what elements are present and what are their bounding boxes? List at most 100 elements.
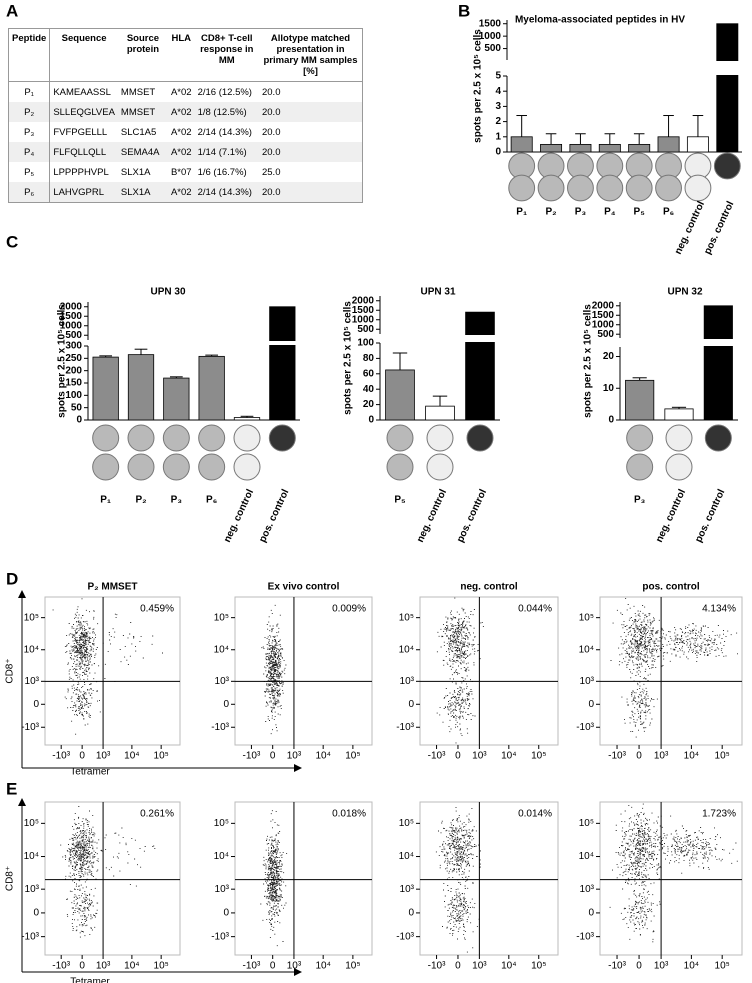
bar xyxy=(385,369,415,421)
y-tick-label: 300 xyxy=(65,341,82,352)
table-cell: 2/14 (14.3%) xyxy=(197,126,252,138)
y-tick-label: 1000 xyxy=(592,319,615,330)
table-cell: A*02 xyxy=(170,126,192,138)
elispot-well xyxy=(386,453,414,481)
elispot-well xyxy=(596,174,624,202)
table-cell: SEMA4A xyxy=(117,142,168,162)
error-bar xyxy=(633,133,645,145)
y-tick-label: 1000 xyxy=(352,314,375,325)
y-tick-label: 1500 xyxy=(479,18,502,29)
y-tick-label: 1500 xyxy=(60,311,83,322)
gate-percentage: 0.044% xyxy=(518,604,552,615)
y-tick-label: 10⁴ xyxy=(579,644,594,655)
y-tick-label: 10⁵ xyxy=(214,818,229,829)
elispot-well xyxy=(626,424,654,452)
y-tick-label: 10⁴ xyxy=(399,851,414,862)
y-tick-label: 1500 xyxy=(352,305,375,316)
x-tick-label: 10⁵ xyxy=(531,961,546,972)
x-tick-label: neg. control xyxy=(415,488,449,545)
plot-frame xyxy=(44,801,181,956)
elispot-well xyxy=(386,424,414,452)
y-tick-label: 10⁵ xyxy=(579,818,594,829)
gate-percentage: 0.261% xyxy=(140,809,174,820)
table-cell: SLLEQGLVEA xyxy=(49,102,118,122)
x-tick-label: neg. control xyxy=(673,200,707,257)
y-tick-label: 20 xyxy=(363,399,375,410)
error-bar xyxy=(240,415,254,418)
plot-frame xyxy=(419,596,559,746)
elispot-well xyxy=(268,424,296,452)
y-tick-label: 0 xyxy=(588,908,594,919)
x-tick-label: 10⁵ xyxy=(154,961,169,972)
table-cell: A*02 xyxy=(167,102,195,122)
table-cell: KAMEAASSL xyxy=(53,86,111,98)
table-cell: P₆ xyxy=(8,182,51,203)
panel-label: E xyxy=(6,779,17,798)
elispot-well xyxy=(625,174,653,202)
chart-title: UPN 30 xyxy=(150,287,185,298)
panel-label: A xyxy=(6,1,18,20)
y-tick-label: 2000 xyxy=(592,300,615,311)
y-tick-label: 40 xyxy=(363,384,375,395)
elispot-well xyxy=(92,453,120,481)
density-dots xyxy=(260,810,288,947)
column-header: HLA xyxy=(167,28,195,82)
bar xyxy=(163,377,190,421)
elispot-well xyxy=(127,424,155,452)
density-dots xyxy=(261,604,287,735)
table-cell: 20.0 xyxy=(258,182,363,203)
y-tick-label: 10⁴ xyxy=(399,644,414,655)
x-tick-label: 10⁴ xyxy=(124,751,139,762)
bar xyxy=(198,355,225,421)
density-dots xyxy=(435,806,481,953)
y-tick-label: 2000 xyxy=(60,301,83,312)
gate-percentage: 4.134% xyxy=(702,604,736,615)
y-tick-label: 500 xyxy=(484,43,501,54)
x-tick-label: -10³ xyxy=(52,961,70,972)
error-bar xyxy=(169,376,183,379)
table-cell: B*07 xyxy=(170,166,192,178)
axis-break xyxy=(621,339,739,346)
x-tick-label: P₂ xyxy=(135,495,146,506)
bar xyxy=(686,136,709,153)
y-tick-label: 2000 xyxy=(352,295,375,306)
elispot-well xyxy=(426,424,454,452)
y-tick-label: -10³ xyxy=(396,722,414,733)
y-tick-label: -10³ xyxy=(21,931,39,942)
table-cell: SLC1A5 xyxy=(120,126,157,138)
y-tick-label: 0 xyxy=(495,147,501,158)
elispot-well xyxy=(508,174,536,202)
table-header: Peptide Sequence Source protein HLA CD8+ T-c… xyxy=(8,28,363,82)
y-tick-label: 0 xyxy=(223,908,229,919)
y-tick-label: 10³ xyxy=(25,884,40,895)
x-tick-label: 0 xyxy=(79,961,85,972)
table-row: P₆ LAHVGPRL SLX1A A*02 2/14 (14.3%) 20.0 xyxy=(8,182,363,203)
bar xyxy=(716,23,739,153)
table-cell: 2/16 (12.5%) xyxy=(197,86,252,98)
panel-label: D xyxy=(6,569,18,588)
elispot-well xyxy=(684,174,712,202)
y-tick-label: 250 xyxy=(65,353,82,364)
table-cell: LPPPPHVPL xyxy=(53,166,109,178)
bar xyxy=(703,305,733,421)
table-cell: SLX1A xyxy=(117,182,168,203)
x-tick-label: 0 xyxy=(270,961,276,972)
x-tick-label: P₅ xyxy=(634,207,646,218)
y-tick-label: 2 xyxy=(495,116,501,127)
x-tick-label: P₅ xyxy=(394,495,406,506)
x-tick-label: P₁ xyxy=(516,207,527,218)
y-tick-label: 60 xyxy=(363,368,375,379)
elispot-well xyxy=(198,424,226,452)
x-tick-label: 10⁵ xyxy=(715,751,730,762)
x-tick-label: 10³ xyxy=(96,961,111,972)
y-tick-label: -10³ xyxy=(211,722,229,733)
table-cell: 25.0 xyxy=(261,166,281,178)
elispot-well xyxy=(198,453,226,481)
x-tick-label: 0 xyxy=(636,961,642,972)
bar xyxy=(425,405,455,421)
table-cell: 20.0 xyxy=(258,142,363,162)
bar xyxy=(540,143,563,153)
y-tick-label: 0 xyxy=(223,699,229,710)
x-tick-label: P₃ xyxy=(575,207,587,218)
table-cell: P₅ xyxy=(8,162,51,182)
